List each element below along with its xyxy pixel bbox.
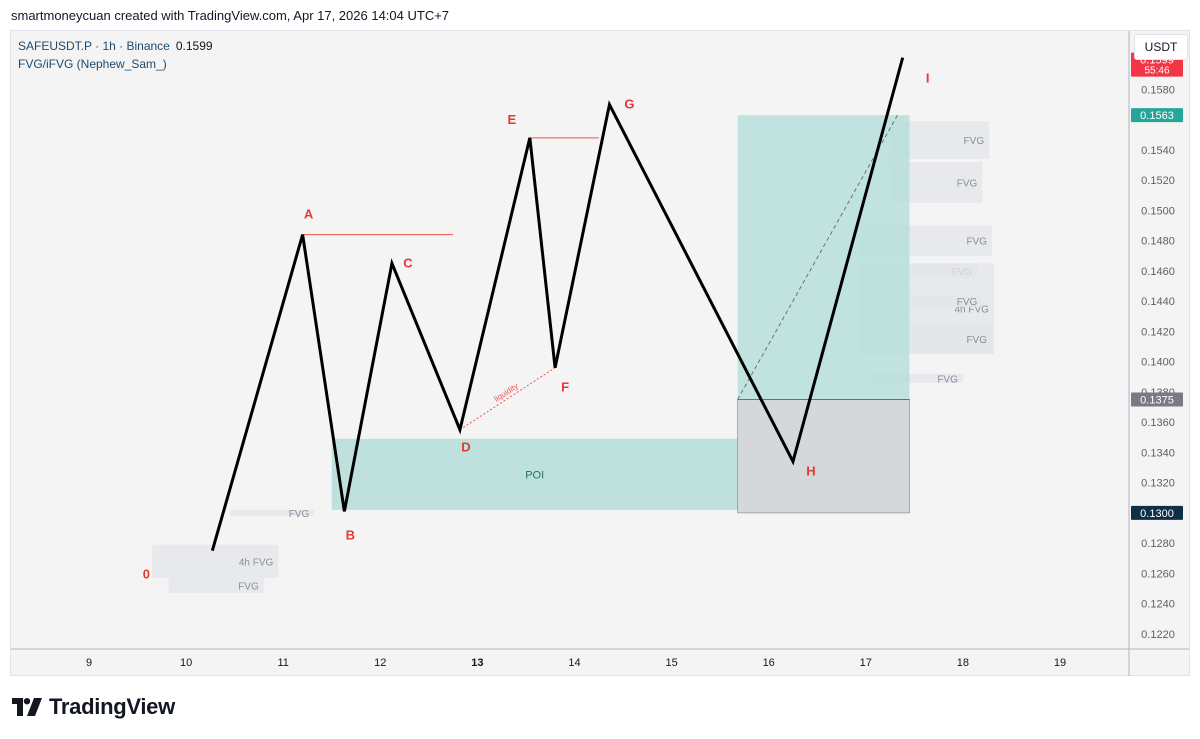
price-tick-label: 0.1580 (1141, 84, 1175, 96)
price-tick-label: 0.1400 (1141, 357, 1175, 369)
price-tag-value: 0.1375 (1140, 394, 1174, 406)
liquidity-line (459, 367, 556, 431)
time-tick-label: 11 (277, 657, 288, 669)
fvg-label: FVG (964, 136, 985, 147)
time-tick-label: 18 (957, 657, 969, 669)
time-tick-label: 9 (86, 657, 92, 669)
price-tick-label: 0.1320 (1141, 478, 1175, 490)
wave-point-label: A (304, 207, 314, 222)
wave-point-label: H (806, 463, 815, 478)
wave-point-label: C (403, 255, 413, 270)
wave-point-label: B (346, 527, 355, 542)
time-tick-label: 19 (1054, 657, 1066, 669)
tradingview-wordmark: TradingView (49, 694, 175, 719)
price-tick-label: 0.1520 (1141, 175, 1175, 187)
tradingview-logo-icon (12, 698, 42, 716)
fvg-label: FVG (957, 297, 978, 308)
fvg-box[interactable] (152, 544, 279, 578)
stop-zone[interactable] (737, 399, 910, 514)
tradingview-logo: TradingView (12, 694, 175, 720)
last-price: 0.1599 (175, 39, 213, 53)
time-tick-label: 15 (665, 657, 677, 669)
price-tag-value: 0.1300 (1140, 508, 1174, 520)
price-tick-label: 0.1480 (1141, 236, 1175, 248)
fvg-label: FVG (289, 509, 310, 520)
fvg-label: 4h FVG (955, 305, 990, 316)
chart-legend: SAFEUSDT.P · 1h · Binance 0.1599 FVG/iFVG… (18, 37, 213, 73)
wave-point-label: I (926, 71, 930, 86)
fvg-label: FVG (966, 335, 987, 346)
wave-point-label: 0 (143, 567, 150, 582)
price-tick-label: 0.1420 (1141, 326, 1175, 338)
fvg-box[interactable] (168, 577, 264, 594)
time-tick-label: 13 (471, 657, 483, 669)
price-tick-label: 0.1220 (1141, 629, 1175, 641)
wave-point-label: D (461, 440, 470, 455)
target-zone[interactable] (737, 115, 910, 400)
fvg-label: FVG (966, 237, 987, 248)
price-tick-label: 0.1260 (1141, 568, 1175, 580)
projection-line (737, 114, 898, 400)
price-tag (1131, 108, 1183, 123)
price-tick-label: 0.1540 (1141, 145, 1175, 157)
price-tag (1131, 505, 1183, 520)
price-tick-label: 0.1280 (1141, 538, 1175, 550)
indicator-name[interactable]: FVG/iFVG (Nephew_Sam_) (18, 57, 167, 71)
time-tick-label: 16 (763, 657, 775, 669)
time-tick-label: 17 (860, 657, 872, 669)
price-tick-label: 0.1500 (1141, 205, 1175, 217)
time-tick-label: 10 (180, 657, 192, 669)
poi-label: POI (525, 469, 544, 481)
fvg-label: FVG (957, 178, 978, 189)
currency-button[interactable]: USDT (1134, 34, 1188, 60)
chart-attribution: smartmoneycuan created with TradingView.… (11, 8, 450, 23)
fvg-label: FVG (937, 374, 958, 385)
liquidity-label: liquidity (492, 382, 519, 404)
price-tick-label: 0.1440 (1141, 296, 1175, 308)
wave-point-label: E (507, 112, 516, 127)
price-tag-countdown: 55:46 (1144, 66, 1169, 77)
time-tick-label: 12 (374, 657, 386, 669)
price-tag-value: 0.1599 (1140, 55, 1174, 67)
price-tick-label: 0.1340 (1141, 447, 1175, 459)
wave-point-label: F (561, 380, 569, 395)
price-tick-label: 0.1360 (1141, 417, 1175, 429)
symbol-line[interactable]: SAFEUSDT.P · 1h · Binance 0.1599 (18, 37, 213, 55)
price-tick-label: 0.1460 (1141, 266, 1175, 278)
price-tick-label: 0.1240 (1141, 599, 1175, 611)
wave-point-label: G (624, 97, 634, 112)
time-tick-label: 14 (568, 657, 580, 669)
fvg-box[interactable] (229, 509, 315, 516)
wave-path[interactable] (210, 57, 905, 552)
fvg-label: FVG (238, 581, 259, 592)
price-tag (1131, 392, 1183, 407)
price-tag-value: 0.1563 (1140, 110, 1174, 122)
poi-zone[interactable] (331, 438, 738, 510)
fvg-label: 4h FVG (239, 557, 274, 568)
fvg-box[interactable] (870, 373, 963, 383)
symbol-info[interactable]: SAFEUSDT.P · 1h · Binance (18, 39, 170, 53)
